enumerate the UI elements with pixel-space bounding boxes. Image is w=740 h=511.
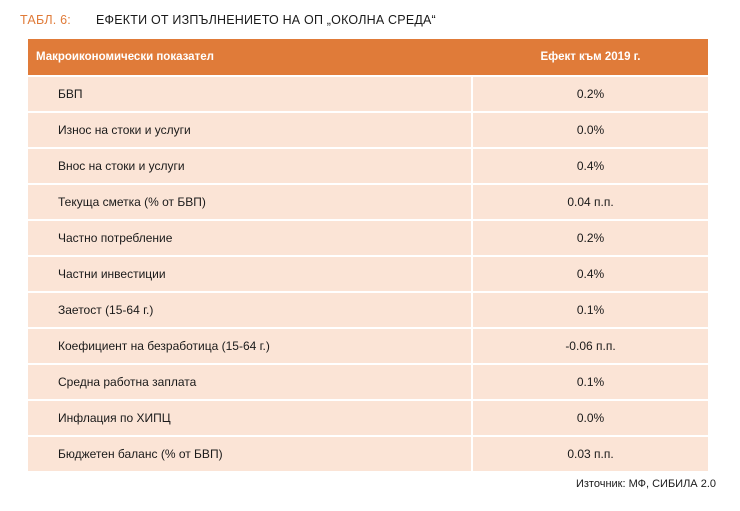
effect-cell: 0.2% — [473, 221, 708, 255]
effect-cell: 0.04 п.п. — [473, 185, 708, 219]
indicator-cell: Инфлация по ХИПЦ — [28, 401, 471, 435]
table-caption: ТАБЛ. 6: ЕФЕКТИ ОТ ИЗПЪЛНЕНИЕТО НА ОП „О… — [20, 11, 436, 29]
indicator-cell: Внос на стоки и услуги — [28, 149, 471, 183]
table-row: Износ на стоки и услуги 0.0% — [28, 113, 708, 147]
table-row: Заетост (15-64 г.) 0.1% — [28, 293, 708, 327]
indicator-cell: БВП — [28, 77, 471, 111]
indicator-cell: Износ на стоки и услуги — [28, 113, 471, 147]
table-row: БВП 0.2% — [28, 77, 708, 111]
header-indicator: Макроикономически показател — [36, 51, 214, 63]
table-row: Текуща сметка (% от БВП) 0.04 п.п. — [28, 185, 708, 219]
header-effect: Ефект към 2019 г. — [540, 51, 641, 63]
indicator-cell: Коефициент на безработица (15-64 г.) — [28, 329, 471, 363]
indicator-cell: Частни инвестиции — [28, 257, 471, 291]
source-note: Източник: МФ, СИБИЛА 2.0 — [575, 478, 716, 490]
effect-cell: 0.2% — [473, 77, 708, 111]
table-number-label: ТАБЛ. 6: — [20, 13, 71, 27]
table-row: Инфлация по ХИПЦ 0.0% — [28, 401, 708, 435]
effect-cell: 0.0% — [473, 401, 708, 435]
table-row: Частни инвестиции 0.4% — [28, 257, 708, 291]
table-row: Бюджетен баланс (% от БВП) 0.03 п.п. — [28, 437, 708, 471]
table-row: Коефициент на безработица (15-64 г.) -0.… — [28, 329, 708, 363]
indicator-cell: Средна работна заплата — [28, 365, 471, 399]
table-row: Частно потребление 0.2% — [28, 221, 708, 255]
table-row: Средна работна заплата 0.1% — [28, 365, 708, 399]
effect-cell: 0.4% — [473, 257, 708, 291]
table-header: Макроикономически показател Ефект към 20… — [28, 39, 708, 75]
indicator-cell: Текуща сметка (% от БВП) — [28, 185, 471, 219]
effect-cell: -0.06 п.п. — [473, 329, 708, 363]
effect-cell: 0.1% — [473, 365, 708, 399]
effect-cell: 0.4% — [473, 149, 708, 183]
indicator-cell: Частно потребление — [28, 221, 471, 255]
indicator-cell: Бюджетен баланс (% от БВП) — [28, 437, 471, 471]
table-title: ЕФЕКТИ ОТ ИЗПЪЛНЕНИЕТО НА ОП „ОКОЛНА СРЕ… — [96, 13, 436, 27]
effect-cell: 0.03 п.п. — [473, 437, 708, 471]
effect-cell: 0.1% — [473, 293, 708, 327]
effects-table: Макроикономически показател Ефект към 20… — [28, 39, 708, 471]
table-row: Внос на стоки и услуги 0.4% — [28, 149, 708, 183]
effect-cell: 0.0% — [473, 113, 708, 147]
indicator-cell: Заетост (15-64 г.) — [28, 293, 471, 327]
